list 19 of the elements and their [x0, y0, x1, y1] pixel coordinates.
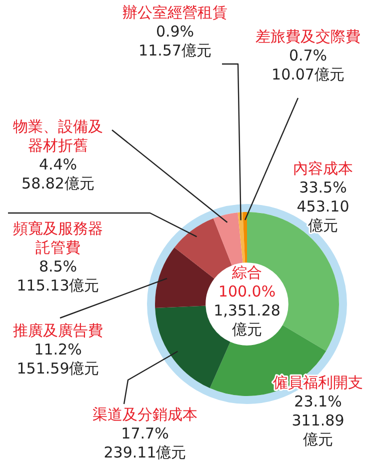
text: 億元 [232, 320, 262, 338]
text: 綜合 [231, 263, 262, 282]
slice-label: 渠道及分銷成本 [92, 405, 198, 424]
slice-label: 差旅費及交際費 [256, 27, 360, 46]
data-label: 4.4% 58.82億元 [22, 155, 94, 192]
slice-label: 推廣及廣告費 [13, 321, 103, 340]
data-label: 17.7% 239.11億元 [104, 424, 186, 462]
text: 1,351.28 [214, 301, 280, 320]
data-label: 8.5% 115.13億元 [16, 257, 100, 294]
text: 100.0% [218, 282, 276, 300]
slice-label: 頻寬及服務器託管費 [13, 219, 103, 256]
data-label: 23.1% 311.89 億元 [292, 392, 344, 448]
data-label: 11.2% 151.59億元 [16, 340, 100, 378]
slice-label: 內容成本 [293, 159, 353, 178]
data-label: 0.7% 10.07億元 [272, 46, 344, 84]
slice-label: 辦公室經營租賃 [122, 3, 228, 22]
data-label: 33.5% 453.10 億元 [296, 178, 350, 234]
slice-label: 物業、設備及器材折舊 [13, 117, 103, 154]
data-label: 0.9% 11.57億元 [138, 22, 212, 60]
